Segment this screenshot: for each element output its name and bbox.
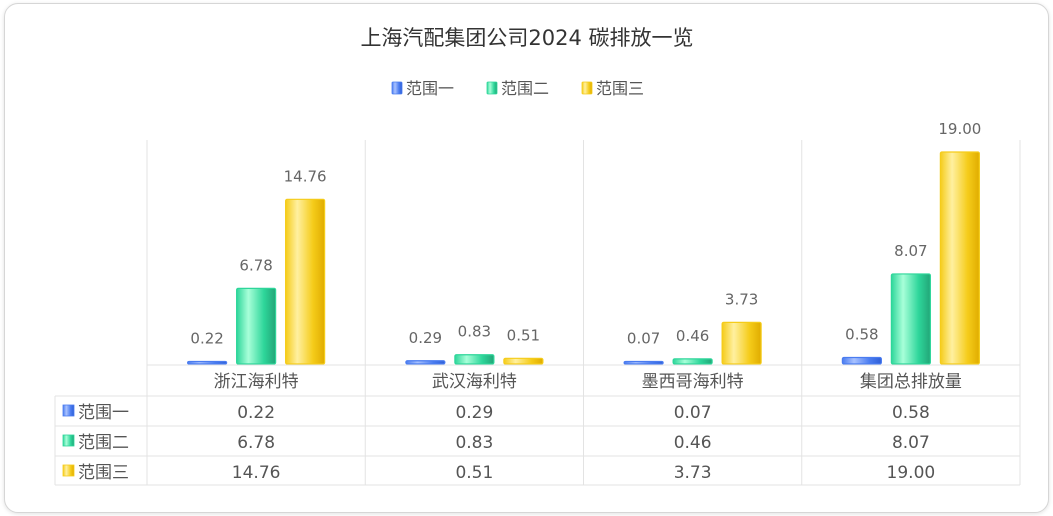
data-label: 0.58 xyxy=(845,326,878,344)
data-table: 浙江海利特 0.22 6.78 14.76 武汉海利特 0.29 0.83 0.51 墨西哥海利… xyxy=(54,364,1020,486)
chart-title: 上海汽配集团公司2024 碳排放一览 xyxy=(360,26,693,50)
data-label: 19.00 xyxy=(938,120,981,138)
table-cell: 19.00 xyxy=(887,463,936,483)
table-cell: 0.29 xyxy=(455,403,493,423)
legend-swatch xyxy=(486,81,498,95)
category-label: 武汉海利特 xyxy=(432,372,517,392)
table-cell: 6.78 xyxy=(237,433,275,453)
table-cell: 0.46 xyxy=(674,433,712,453)
legend-label: 范围一 xyxy=(406,79,454,98)
category-dividers xyxy=(146,140,1021,485)
bar xyxy=(236,287,277,365)
row-swatch xyxy=(62,464,75,477)
row-swatch xyxy=(62,434,75,447)
table-cell: 0.83 xyxy=(455,433,493,453)
category-label: 集团总排放量 xyxy=(860,372,962,392)
bar xyxy=(623,360,664,365)
row-header: 范围二 xyxy=(78,433,129,453)
table-cell: 0.22 xyxy=(237,403,275,423)
data-label: 6.78 xyxy=(239,256,272,274)
row-header: 范围一 xyxy=(78,403,129,423)
data-label: 0.29 xyxy=(409,329,442,347)
data-label: 14.76 xyxy=(284,167,327,185)
table-cell: 3.73 xyxy=(674,463,712,483)
legend-label: 范围二 xyxy=(501,79,549,98)
bar xyxy=(890,273,931,365)
data-label: 0.07 xyxy=(627,330,660,348)
data-label: 3.73 xyxy=(725,290,758,308)
data-label: 0.46 xyxy=(676,327,709,345)
table-cell: 0.51 xyxy=(455,463,493,483)
bar xyxy=(672,358,713,365)
legend-swatch xyxy=(391,81,403,95)
bars: 0.22 6.78 14.76 0.29 0.83 0.51 0.07 0.46 3.73 0.5… xyxy=(187,120,981,365)
data-label: 8.07 xyxy=(894,242,927,260)
chart-card xyxy=(4,3,1049,513)
data-label: 0.22 xyxy=(190,330,223,348)
bar xyxy=(721,321,762,365)
bar xyxy=(841,356,882,365)
bar xyxy=(939,151,980,365)
legend: 范围一 范围二 范围三 xyxy=(391,79,644,98)
data-label: 0.83 xyxy=(458,323,491,341)
category-label: 墨西哥海利特 xyxy=(642,372,744,392)
table-cell: 8.07 xyxy=(892,433,930,453)
table-cell: 14.76 xyxy=(232,463,281,483)
bar xyxy=(405,360,446,365)
table-cell: 0.07 xyxy=(674,403,712,423)
row-header: 范围三 xyxy=(78,463,129,483)
table-cell: 0.58 xyxy=(892,403,930,423)
data-label: 0.51 xyxy=(507,326,540,344)
legend-label: 范围三 xyxy=(596,79,644,98)
bar xyxy=(285,198,326,365)
category-label: 浙江海利特 xyxy=(214,372,299,392)
row-swatch xyxy=(62,404,75,417)
bar xyxy=(454,354,495,365)
bar xyxy=(187,360,228,365)
legend-swatch xyxy=(581,81,593,95)
bar xyxy=(503,357,544,365)
